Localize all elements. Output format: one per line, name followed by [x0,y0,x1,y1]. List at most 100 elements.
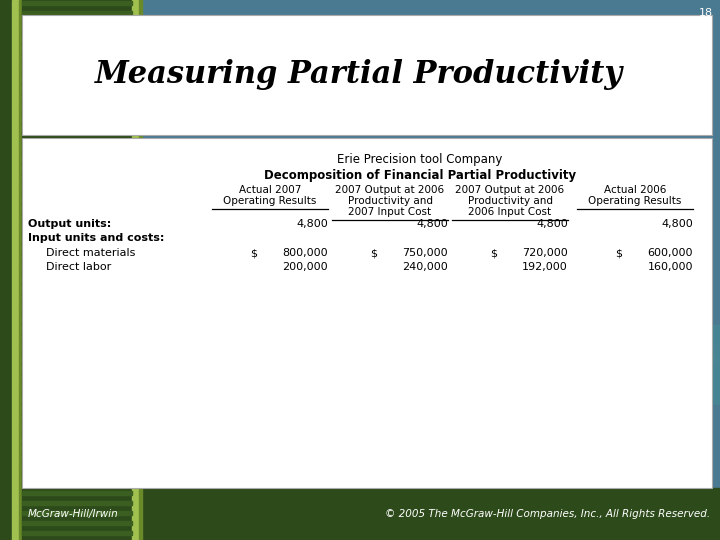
Bar [22,410,132,415]
Text: Productivity and: Productivity and [348,196,433,206]
Bar [22,271,132,275]
Bar [22,171,132,175]
Text: Actual 2007: Actual 2007 [239,185,301,195]
Bar [22,300,132,305]
Bar [22,111,132,115]
Bar [22,401,132,405]
Bar [22,291,132,295]
Bar [22,280,132,285]
Bar [22,251,132,255]
Bar [22,501,132,505]
Text: Erie Precision tool Company: Erie Precision tool Company [337,153,503,166]
Bar [22,350,132,355]
Text: 200,000: 200,000 [282,262,328,272]
Text: Operating Results: Operating Results [588,196,682,206]
Bar [22,421,132,425]
Text: Operating Results: Operating Results [223,196,317,206]
Bar [22,200,132,205]
Bar [22,30,132,35]
Bar [22,370,132,375]
Bar [22,441,132,445]
Bar [22,260,132,265]
Bar [22,510,132,515]
Bar [22,521,132,525]
Bar [22,490,132,495]
Text: Direct labor: Direct labor [46,262,112,272]
Bar [22,310,132,315]
Text: Measuring Partial Productivity: Measuring Partial Productivity [95,59,623,91]
Bar [22,51,132,55]
Text: 750,000: 750,000 [402,248,448,258]
Bar [22,120,132,125]
Bar [22,138,712,488]
Bar [22,160,132,165]
Text: 18: 18 [699,8,713,18]
Bar [22,330,132,335]
Bar [22,1,132,5]
Text: 192,000: 192,000 [522,262,568,272]
Bar [22,21,132,25]
Text: 720,000: 720,000 [522,248,568,258]
Text: 4,800: 4,800 [661,219,693,229]
Bar [22,390,132,395]
Text: 600,000: 600,000 [647,248,693,258]
Text: 4,800: 4,800 [416,219,448,229]
Bar [22,0,132,540]
Text: McGraw-Hill/Irwin: McGraw-Hill/Irwin [28,509,119,519]
Bar [22,91,132,95]
Text: 2007 Output at 2006: 2007 Output at 2006 [456,185,564,195]
Text: 4,800: 4,800 [536,219,568,229]
Text: $: $ [370,248,377,258]
Text: Productivity and: Productivity and [467,196,552,206]
Text: 2007 Input Cost: 2007 Input Cost [348,207,431,217]
Text: Direct materials: Direct materials [46,248,135,258]
Bar [22,341,132,345]
Text: Actual 2006: Actual 2006 [604,185,666,195]
Bar [22,461,132,465]
Bar [22,100,132,105]
Bar [22,211,132,215]
Bar [139,0,142,540]
Text: 4,800: 4,800 [296,219,328,229]
Bar [22,481,132,485]
Bar [22,15,712,135]
Bar [0,0,720,10]
Text: 240,000: 240,000 [402,262,448,272]
Bar [22,10,132,15]
Text: $: $ [615,248,622,258]
Bar [22,131,132,135]
Bar [132,0,139,540]
Text: Input units and costs:: Input units and costs: [28,233,164,243]
Text: Output units:: Output units: [28,219,112,229]
Bar [19,0,22,540]
Bar [22,450,132,455]
Text: $: $ [490,248,497,258]
Bar [22,381,132,385]
Bar [22,80,132,85]
Bar [0,488,720,540]
Bar [22,321,132,325]
Text: © 2005 The McGraw-Hill Companies, Inc., All Rights Reserved.: © 2005 The McGraw-Hill Companies, Inc., … [385,509,710,519]
Bar [22,231,132,235]
Bar [22,220,132,225]
Bar [22,180,132,185]
Bar [22,40,132,45]
Bar [22,151,132,155]
Bar [22,191,132,195]
Text: $: $ [250,248,257,258]
Bar [22,71,132,75]
Bar [22,430,132,435]
Bar [22,361,132,365]
Text: 800,000: 800,000 [282,248,328,258]
Bar [12,0,19,540]
Text: Decomposition of Financial Partial Productivity: Decomposition of Financial Partial Produ… [264,170,576,183]
Bar [22,240,132,245]
Bar [22,140,132,145]
Bar [22,530,132,535]
Bar [0,0,12,540]
Bar [22,470,132,475]
Text: 2007 Output at 2006: 2007 Output at 2006 [336,185,444,195]
Bar [22,60,132,65]
Text: 2006 Input Cost: 2006 Input Cost [469,207,552,217]
Text: 160,000: 160,000 [647,262,693,272]
